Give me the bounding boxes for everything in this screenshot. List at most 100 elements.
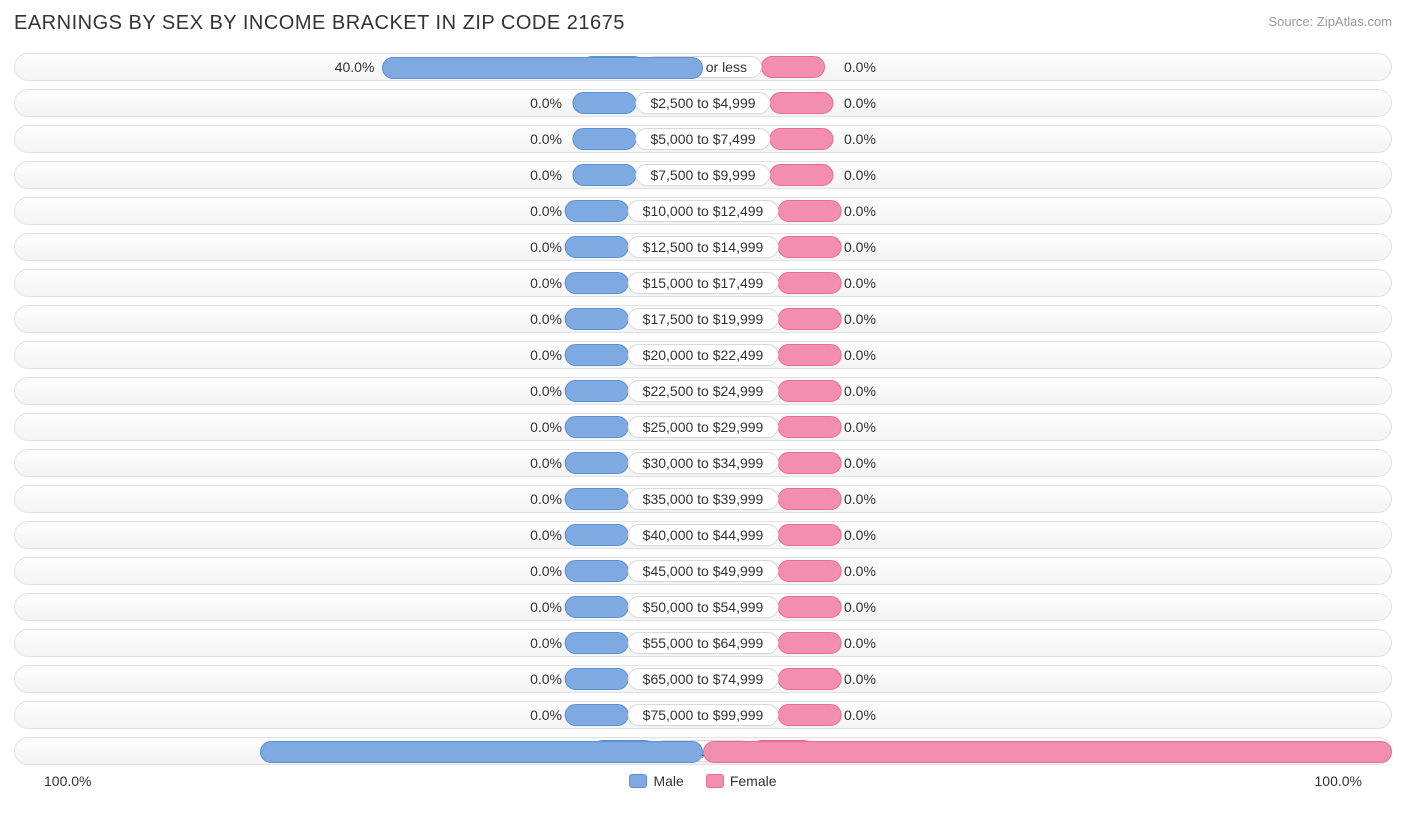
female-pct-label: 0.0% (844, 666, 876, 692)
female-pct-label: 0.0% (844, 378, 876, 404)
row-center-group: $25,000 to $29,999 (565, 414, 842, 440)
female-bar-stub (777, 560, 841, 582)
chart-row: $40,000 to $44,999 0.0% 0.0% (14, 521, 1392, 549)
male-bar-stub (572, 164, 636, 186)
female-bar-stub (777, 200, 841, 222)
female-bar-stub (777, 344, 841, 366)
male-bar-stub (565, 308, 629, 330)
male-pct-label: 0.0% (530, 630, 562, 656)
female-bar-stub (770, 164, 834, 186)
chart-header: EARNINGS BY SEX BY INCOME BRACKET IN ZIP… (14, 12, 1392, 35)
male-bar-stub (565, 272, 629, 294)
row-center-group: $7,500 to $9,999 (572, 162, 833, 188)
chart-row: $22,500 to $24,999 0.0% 0.0% (14, 377, 1392, 405)
row-center-group: $35,000 to $39,999 (565, 486, 842, 512)
bracket-label: $2,500 to $4,999 (635, 92, 770, 114)
male-pct-label: 0.0% (530, 414, 562, 440)
male-pct-label: 0.0% (530, 126, 562, 152)
axis-right-label: 100.0% (1315, 773, 1362, 789)
row-center-group: $45,000 to $49,999 (565, 558, 842, 584)
diverging-bar-chart: $2,499 or less40.0%0.0%$2,500 to $4,9990… (14, 53, 1392, 765)
chart-row: $2,500 to $4,9990.0%0.0% (14, 89, 1392, 117)
female-bar-stub (777, 596, 841, 618)
chart-row: $5,000 to $7,499 0.0% 0.0% (14, 125, 1392, 153)
bracket-label: $40,000 to $44,999 (628, 524, 779, 546)
chart-row: $55,000 to $64,999 0.0% 0.0% (14, 629, 1392, 657)
female-pct-label: 0.0% (844, 702, 876, 728)
axis-left-label: 100.0% (44, 773, 91, 789)
bracket-label: $65,000 to $74,999 (628, 668, 779, 690)
bracket-label: $25,000 to $29,999 (628, 416, 779, 438)
female-pct-label: 0.0% (844, 594, 876, 620)
female-bar-stub (761, 56, 825, 78)
female-bar-stub (777, 272, 841, 294)
female-pct-label: 0.0% (844, 54, 876, 80)
chart-row: $50,000 to $54,9990.0%0.0% (14, 593, 1392, 621)
chart-footer: 100.0% Male Female 100.0% (14, 773, 1392, 789)
male-bar-stub (565, 704, 629, 726)
female-pct-label: 0.0% (844, 198, 876, 224)
row-center-group: $20,000 to $22,499 (565, 342, 842, 368)
female-bar-stub (777, 704, 841, 726)
female-pct-label: 0.0% (844, 270, 876, 296)
bracket-label: $22,500 to $24,999 (628, 380, 779, 402)
female-pct-label: 0.0% (844, 126, 876, 152)
male-pct-label: 0.0% (530, 198, 562, 224)
chart-row: $12,500 to $14,9990.0%0.0% (14, 233, 1392, 261)
bracket-label: $20,000 to $22,499 (628, 344, 779, 366)
male-pct-label: 0.0% (530, 378, 562, 404)
legend-swatch-female (706, 774, 724, 788)
bracket-label: $35,000 to $39,999 (628, 488, 779, 510)
female-bar (703, 741, 1392, 763)
female-pct-label: 0.0% (844, 450, 876, 476)
bracket-label: $15,000 to $17,499 (628, 272, 779, 294)
row-center-group: $40,000 to $44,999 (565, 522, 842, 548)
legend-item-male: Male (629, 773, 683, 789)
row-center-group: $17,500 to $19,999 (565, 306, 842, 332)
female-pct-label: 0.0% (844, 414, 876, 440)
bracket-label: $12,500 to $14,999 (628, 236, 779, 258)
row-center-group: $55,000 to $64,999 (565, 630, 842, 656)
male-bar-stub (565, 200, 629, 222)
male-pct-label: 0.0% (530, 306, 562, 332)
male-bar-stub (565, 560, 629, 582)
male-pct-label: 0.0% (530, 522, 562, 548)
row-center-group: $15,000 to $17,499 (565, 270, 842, 296)
female-bar-stub (777, 488, 841, 510)
bracket-label: $17,500 to $19,999 (628, 308, 779, 330)
female-bar-stub (777, 524, 841, 546)
row-center-group: $22,500 to $24,999 (565, 378, 842, 404)
chart-row: $7,500 to $9,9990.0%0.0% (14, 161, 1392, 189)
bracket-label: $10,000 to $12,499 (628, 200, 779, 222)
male-pct-label: 0.0% (530, 342, 562, 368)
row-center-group: $10,000 to $12,499 (565, 198, 842, 224)
male-pct-label: 40.0% (335, 54, 375, 80)
row-center-group: $50,000 to $54,999 (565, 594, 842, 620)
female-pct-label: 0.0% (844, 306, 876, 332)
chart-row: $75,000 to $99,9990.0%0.0% (14, 701, 1392, 729)
chart-row: $25,000 to $29,999 0.0% 0.0% (14, 413, 1392, 441)
bracket-label: $5,000 to $7,499 (635, 128, 770, 150)
row-center-group: $75,000 to $99,999 (565, 702, 842, 728)
male-pct-label: 0.0% (530, 234, 562, 260)
male-bar-stub (565, 596, 629, 618)
row-center-group: $2,500 to $4,999 (572, 90, 833, 116)
female-bar-stub (777, 308, 841, 330)
chart-row: $10,000 to $12,499 0.0% 0.0% (14, 197, 1392, 225)
female-bar-stub (777, 416, 841, 438)
female-pct-label: 0.0% (844, 630, 876, 656)
female-bar-stub (777, 380, 841, 402)
chart-row: $30,000 to $34,9990.0%0.0% (14, 449, 1392, 477)
legend-label-female: Female (730, 773, 777, 789)
male-bar-stub (565, 344, 629, 366)
chart-row: $65,000 to $74,9990.0%0.0% (14, 665, 1392, 693)
chart-row: $35,000 to $39,9990.0%0.0% (14, 485, 1392, 513)
female-pct-label: 0.0% (844, 522, 876, 548)
female-bar-stub (770, 128, 834, 150)
bracket-label: $55,000 to $64,999 (628, 632, 779, 654)
bracket-label: $30,000 to $34,999 (628, 452, 779, 474)
male-pct-label: 0.0% (530, 90, 562, 116)
male-bar-stub (572, 128, 636, 150)
chart-row: $2,499 or less40.0%0.0% (14, 53, 1392, 81)
bracket-label: $50,000 to $54,999 (628, 596, 779, 618)
